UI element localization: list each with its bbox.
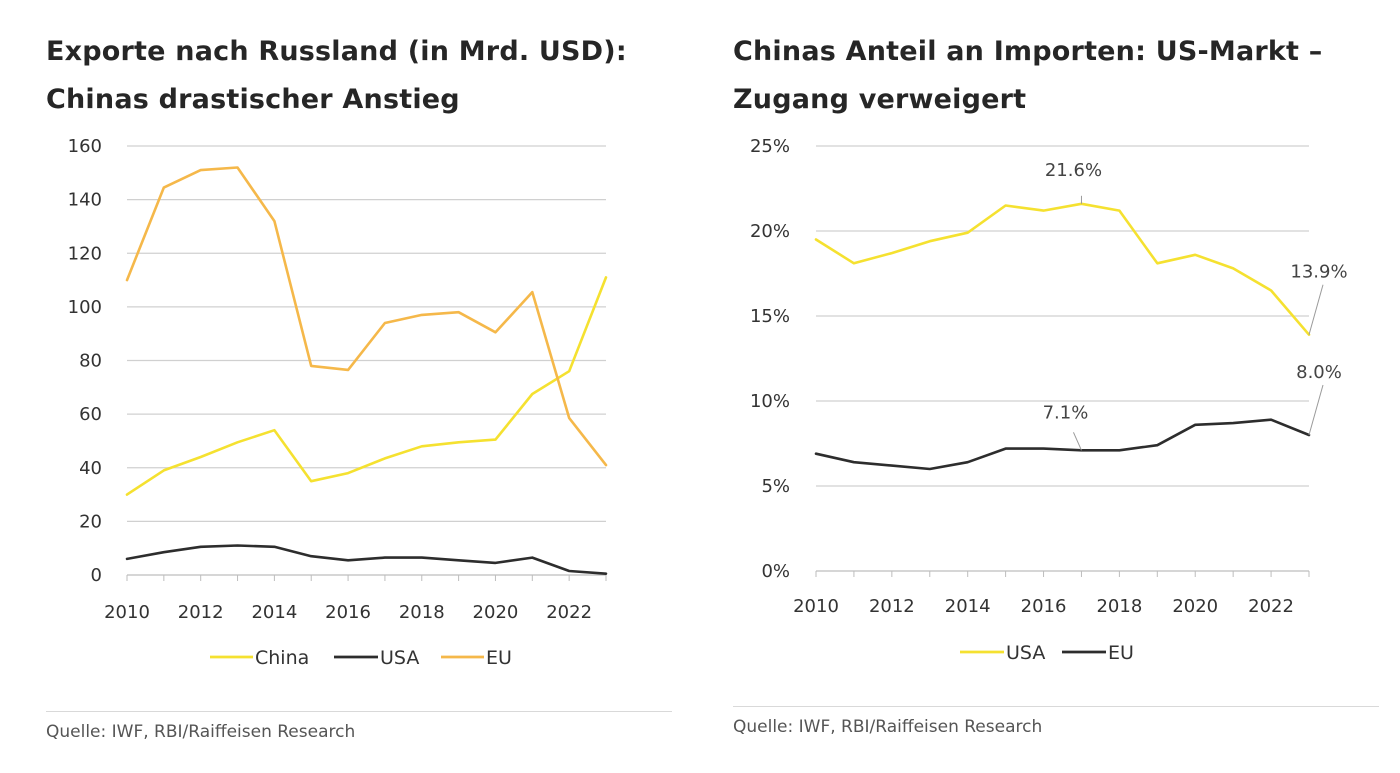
y-tick-label: 80 [79, 351, 102, 372]
x-tick-label: 2022 [546, 602, 592, 623]
annotation-label: 21.6% [1045, 160, 1102, 181]
annotation-label: 13.9% [1290, 262, 1347, 283]
x-tick-label: 2020 [473, 602, 519, 623]
y-tick-label: 100 [68, 297, 102, 318]
y-tick-label: 0 [91, 565, 102, 586]
legend-label-eu: EU [1108, 642, 1134, 664]
x-tick-label: 2020 [1172, 596, 1218, 617]
legend-label-usa: USA [1006, 642, 1045, 664]
series-line-eu [125, 166, 608, 467]
chart-panel-exports: Exporte nach Russland (in Mrd. USD): Chi… [46, 28, 686, 742]
x-tick-label: 2022 [1248, 596, 1294, 617]
legend-label-china: China [255, 647, 309, 669]
x-tick-label: 2012 [869, 596, 915, 617]
series-line-eu [814, 418, 1311, 471]
chart-panel-import-share: Chinas Anteil an Importen: US-Markt – Zu… [700, 0, 1400, 773]
y-tick-label: 20% [750, 221, 790, 242]
x-tick-label: 2010 [104, 602, 150, 623]
chart-title-line-2: Zugang verweigert [733, 84, 1027, 115]
annotation-leader [1308, 284, 1324, 335]
chart-title: Chinas Anteil an Importen: US-Markt – Zu… [733, 28, 1393, 124]
y-tick-label: 120 [68, 243, 102, 264]
x-tick-label: 2018 [1096, 596, 1142, 617]
source-note: Quelle: IWF, RBI/Raiffeisen Research [733, 717, 1043, 737]
series-line-usa [814, 202, 1311, 337]
x-tick-label: 2010 [793, 596, 839, 617]
exports-line-chart: 0 20 40 60 80 100 120 140 160 2010 2012 2014 2016 201… [68, 136, 608, 669]
y-tick-label: 140 [68, 190, 102, 211]
series-line-china [125, 276, 608, 496]
source-divider [733, 706, 1379, 707]
y-tick-label: 15% [750, 306, 790, 327]
x-tick-label: 2012 [178, 602, 224, 623]
chart-title-line-1: Exporte nach Russland (in Mrd. USD): [46, 36, 627, 67]
y-tick-label: 160 [68, 136, 102, 157]
annotation-leader [1073, 432, 1082, 451]
chart-title-line-2: Chinas drastischer Anstieg [46, 84, 460, 115]
y-tick-label: 20 [79, 511, 102, 532]
chart-title-line-1: Chinas Anteil an Importen: US-Markt – [733, 36, 1323, 67]
y-tick-label: 10% [750, 391, 790, 412]
import-share-line-chart: 0% 5% 10% 15% 20% 25% 2010 2012 2014 2016 2018 2020… [750, 136, 1348, 664]
x-tick-label: 2016 [325, 602, 371, 623]
series-line-usa [125, 544, 608, 576]
y-tick-label: 40 [79, 458, 102, 479]
legend-label-eu: EU [486, 647, 512, 669]
legend-label-usa: USA [380, 647, 419, 669]
annotation-leader [1308, 384, 1324, 436]
x-tick-label: 2018 [399, 602, 445, 623]
x-tick-label: 2014 [251, 602, 297, 623]
source-note: Quelle: IWF, RBI/Raiffeisen Research [46, 722, 356, 742]
annotation-label: 7.1% [1043, 402, 1089, 423]
y-tick-label: 0% [761, 561, 790, 582]
y-tick-label: 60 [79, 404, 102, 425]
annotation-label: 8.0% [1296, 362, 1342, 383]
source-divider [46, 711, 672, 712]
x-tick-label: 2014 [945, 596, 991, 617]
y-tick-label: 5% [761, 476, 790, 497]
x-tick-label: 2016 [1021, 596, 1067, 617]
y-tick-label: 25% [750, 136, 790, 157]
chart-title: Exporte nach Russland (in Mrd. USD): Chi… [46, 28, 686, 124]
